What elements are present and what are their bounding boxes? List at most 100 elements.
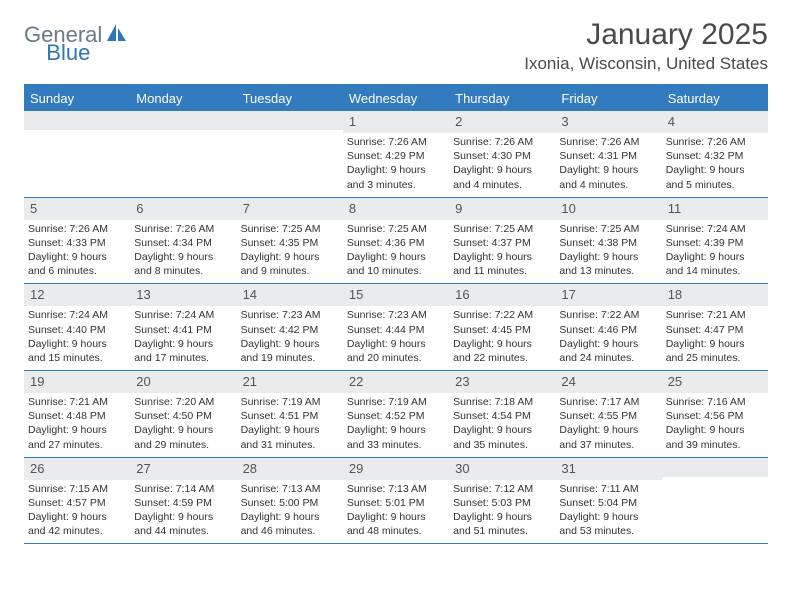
sunset-text: Sunset: 4:42 PM: [241, 323, 339, 337]
day-info: Sunrise: 7:25 AMSunset: 4:35 PMDaylight:…: [241, 222, 339, 279]
daynum-band: 21: [237, 371, 343, 393]
day-cell: [237, 111, 343, 197]
daynum-band: 15: [343, 284, 449, 306]
day-info: Sunrise: 7:22 AMSunset: 4:46 PMDaylight:…: [559, 308, 657, 365]
day-info: Sunrise: 7:24 AMSunset: 4:39 PMDaylight:…: [666, 222, 764, 279]
day-number: 30: [455, 461, 469, 476]
daynum-band: 17: [555, 284, 661, 306]
daynum-band: 22: [343, 371, 449, 393]
day-cell: 9Sunrise: 7:25 AMSunset: 4:37 PMDaylight…: [449, 198, 555, 284]
day-info: Sunrise: 7:22 AMSunset: 4:45 PMDaylight:…: [453, 308, 551, 365]
daynum-band: 24: [555, 371, 661, 393]
month-title: January 2025: [524, 18, 768, 52]
day-info: Sunrise: 7:25 AMSunset: 4:38 PMDaylight:…: [559, 222, 657, 279]
sunset-text: Sunset: 4:41 PM: [134, 323, 232, 337]
daynum-band: [662, 458, 768, 477]
day-info: Sunrise: 7:19 AMSunset: 4:52 PMDaylight:…: [347, 395, 445, 452]
daylight-text: Daylight: 9 hours and 29 minutes.: [134, 423, 232, 451]
brand-part2: Blue: [46, 40, 90, 66]
day-cell: 8Sunrise: 7:25 AMSunset: 4:36 PMDaylight…: [343, 198, 449, 284]
day-number: 3: [561, 114, 568, 129]
title-block: January 2025 Ixonia, Wisconsin, United S…: [524, 18, 768, 74]
day-number: 12: [30, 287, 44, 302]
day-header-mon: Monday: [130, 86, 236, 111]
day-cell: 25 Sunrise: 7:16 AMSunset: 4:56 PMDayligh…: [662, 371, 768, 457]
daynum-band: 30: [449, 458, 555, 480]
day-info: Sunrise: 7:26 AMSunset: 4:30 PMDaylight:…: [453, 135, 551, 192]
daylight-text: Daylight: 9 hours and 4 minutes.: [453, 163, 551, 191]
day-cell: 13Sunrise: 7:24 AMSunset: 4:41 PMDayligh…: [130, 284, 236, 370]
sunset-text: Sunset: 5:01 PM: [347, 496, 445, 510]
day-cell: 12Sunrise: 7:24 AMSunset: 4:40 PMDayligh…: [24, 284, 130, 370]
sunset-text: Sunset: 5:04 PM: [559, 496, 657, 510]
day-cell: 24Sunrise: 7:17 AMSunset: 4:55 PMDayligh…: [555, 371, 661, 457]
daynum-band: 23: [449, 371, 555, 393]
daynum-band: 16: [449, 284, 555, 306]
sunrise-text: Sunrise: 7:25 AM: [559, 222, 657, 236]
daynum-band: 11: [662, 198, 768, 220]
day-info: Sunrise: 7:16 AMSunset: 4:56 PMDaylight:…: [666, 395, 764, 452]
daynum-band: 3: [555, 111, 661, 133]
daynum-band: 26: [24, 458, 130, 480]
day-cell: 2Sunrise: 7:26 AMSunset: 4:30 PMDaylight…: [449, 111, 555, 197]
day-info: Sunrise: 7:26 AMSunset: 4:33 PMDaylight:…: [28, 222, 126, 279]
day-cell: [130, 111, 236, 197]
daynum-band: [130, 111, 236, 130]
day-info: Sunrise: 7:21 AMSunset: 4:48 PMDaylight:…: [28, 395, 126, 452]
daylight-text: Daylight: 9 hours and 15 minutes.: [28, 337, 126, 365]
day-number: 20: [136, 374, 150, 389]
day-number: 10: [561, 201, 575, 216]
sunset-text: Sunset: 4:38 PM: [559, 236, 657, 250]
day-info: Sunrise: 7:15 AMSunset: 4:57 PMDaylight:…: [28, 482, 126, 539]
sunset-text: Sunset: 4:33 PM: [28, 236, 126, 250]
day-cell: 16Sunrise: 7:22 AMSunset: 4:45 PMDayligh…: [449, 284, 555, 370]
daynum-band: [237, 111, 343, 130]
day-number: 22: [349, 374, 363, 389]
day-number: 24: [561, 374, 575, 389]
sunset-text: Sunset: 4:30 PM: [453, 149, 551, 163]
sunset-text: Sunset: 4:37 PM: [453, 236, 551, 250]
sunrise-text: Sunrise: 7:12 AM: [453, 482, 551, 496]
daynum-band: 4: [662, 111, 768, 133]
day-number: 21: [243, 374, 257, 389]
day-number: 17: [561, 287, 575, 302]
sunrise-text: Sunrise: 7:13 AM: [347, 482, 445, 496]
sunrise-text: Sunrise: 7:26 AM: [559, 135, 657, 149]
sunset-text: Sunset: 4:31 PM: [559, 149, 657, 163]
sunset-text: Sunset: 4:36 PM: [347, 236, 445, 250]
daylight-text: Daylight: 9 hours and 48 minutes.: [347, 510, 445, 538]
day-number: 27: [136, 461, 150, 476]
daylight-text: Daylight: 9 hours and 33 minutes.: [347, 423, 445, 451]
day-cell: 6Sunrise: 7:26 AMSunset: 4:34 PMDaylight…: [130, 198, 236, 284]
day-header-sun: Sunday: [24, 86, 130, 111]
daylight-text: Daylight: 9 hours and 44 minutes.: [134, 510, 232, 538]
daynum-band: 1: [343, 111, 449, 133]
sunrise-text: Sunrise: 7:22 AM: [453, 308, 551, 322]
location-label: Ixonia, Wisconsin, United States: [524, 54, 768, 74]
sunrise-text: Sunrise: 7:25 AM: [453, 222, 551, 236]
daylight-text: Daylight: 9 hours and 10 minutes.: [347, 250, 445, 278]
day-number: 25: [668, 374, 682, 389]
sunrise-text: Sunrise: 7:26 AM: [28, 222, 126, 236]
daylight-text: Daylight: 9 hours and 17 minutes.: [134, 337, 232, 365]
day-number: 29: [349, 461, 363, 476]
sail-icon: [106, 23, 128, 48]
day-number: 31: [561, 461, 575, 476]
day-cell: 29 Sunrise: 7:13 AMSunset: 5:01 PMDayligh…: [343, 458, 449, 544]
sunrise-text: Sunrise: 7:21 AM: [666, 308, 764, 322]
day-cell: [662, 458, 768, 544]
day-cell: 19 Sunrise: 7:21 AMSunset: 4:48 PMDayligh…: [24, 371, 130, 457]
day-info: Sunrise: 7:21 AMSunset: 4:47 PMDaylight:…: [666, 308, 764, 365]
week-row: 19 Sunrise: 7:21 AMSunset: 4:48 PMDayligh…: [24, 371, 768, 458]
day-number: 19: [30, 374, 44, 389]
daynum-band: 20: [130, 371, 236, 393]
sunset-text: Sunset: 4:56 PM: [666, 409, 764, 423]
day-cell: 1Sunrise: 7:26 AMSunset: 4:29 PMDaylight…: [343, 111, 449, 197]
daynum-band: 18: [662, 284, 768, 306]
day-info: Sunrise: 7:13 AMSunset: 5:00 PMDaylight:…: [241, 482, 339, 539]
daylight-text: Daylight: 9 hours and 35 minutes.: [453, 423, 551, 451]
daynum-band: 31: [555, 458, 661, 480]
daynum-band: 25: [662, 371, 768, 393]
sunset-text: Sunset: 4:39 PM: [666, 236, 764, 250]
day-cell: 26Sunrise: 7:15 AMSunset: 4:57 PMDayligh…: [24, 458, 130, 544]
